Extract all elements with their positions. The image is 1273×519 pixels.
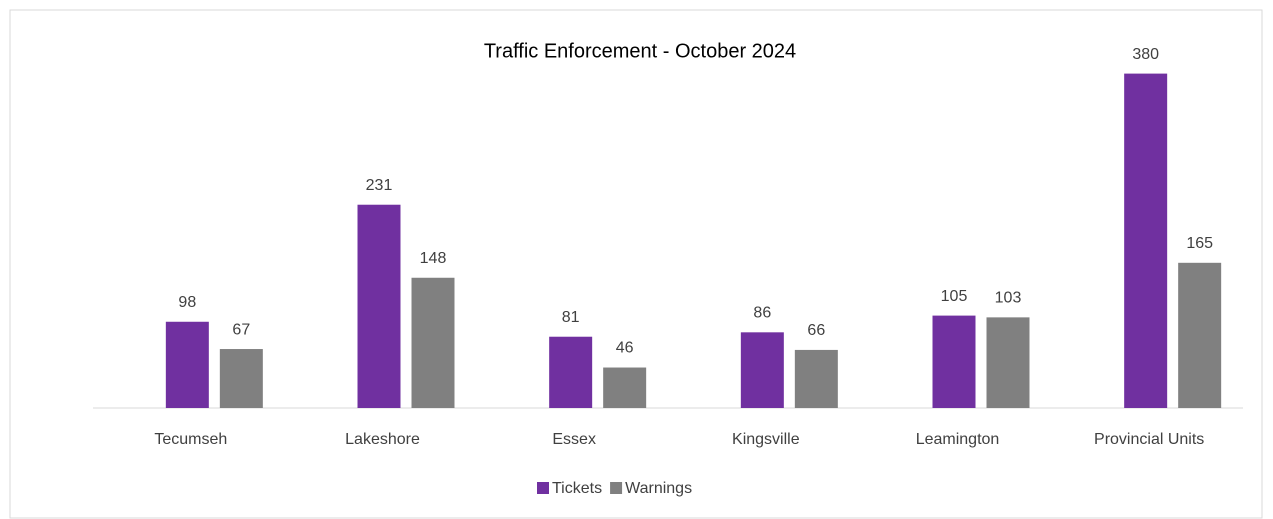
bar (411, 277, 455, 408)
value-label: 380 (1132, 46, 1159, 63)
legend-swatch (610, 482, 623, 494)
bar (740, 332, 784, 408)
value-label: 103 (995, 290, 1022, 307)
value-label: 66 (807, 322, 825, 339)
value-label: 81 (562, 309, 580, 326)
value-label: 105 (941, 288, 968, 305)
x-tick-label: Lakeshore (345, 431, 420, 448)
legend-label: Tickets (552, 480, 602, 497)
bar (357, 204, 401, 408)
chart-title: Traffic Enforcement - October 2024 (484, 40, 796, 62)
value-label: 165 (1186, 235, 1213, 252)
x-tick-label: Leamington (916, 431, 1000, 448)
value-label: 231 (366, 177, 393, 194)
x-tick-label: Tecumseh (154, 431, 227, 448)
x-tick-label: Essex (552, 431, 596, 448)
legend-swatch (537, 482, 549, 494)
bar (794, 349, 838, 408)
bar (986, 317, 1030, 408)
legend-label: Warnings (625, 480, 692, 497)
bar (219, 349, 263, 408)
value-label: 148 (420, 250, 447, 267)
x-tick-label: Provincial Units (1094, 431, 1204, 448)
value-label: 98 (178, 294, 196, 311)
value-label: 86 (753, 305, 771, 322)
value-label: 67 (232, 321, 250, 338)
chart-border (9, 9, 1263, 519)
value-label: 46 (616, 340, 634, 357)
bar (549, 336, 593, 408)
bar (603, 367, 647, 408)
bar (932, 315, 976, 408)
bar (165, 321, 209, 408)
bar (1124, 73, 1168, 408)
x-tick-label: Kingsville (732, 431, 800, 448)
bar (1178, 262, 1222, 408)
